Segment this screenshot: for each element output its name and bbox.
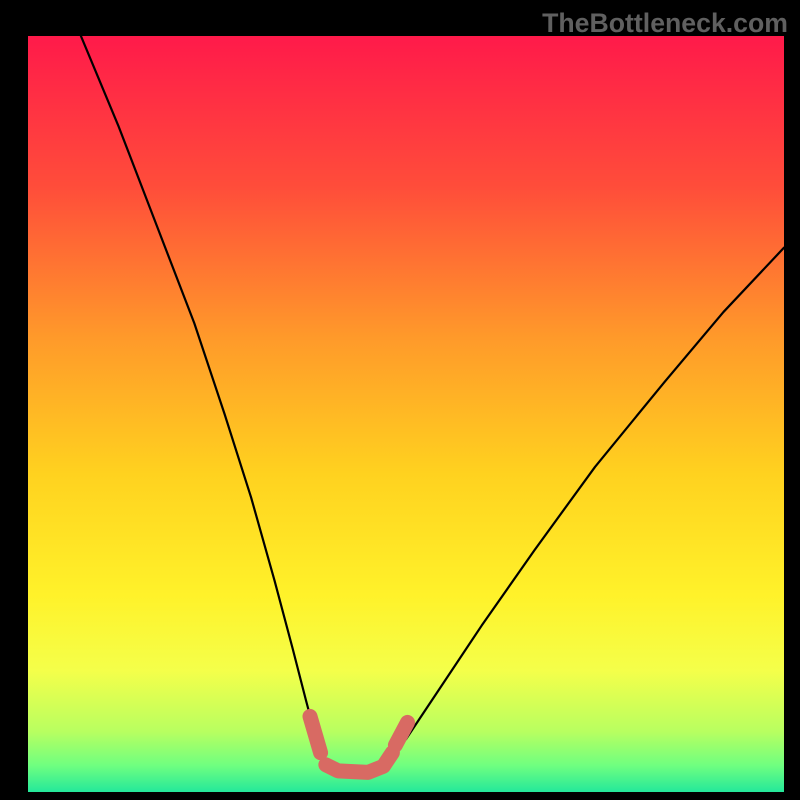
chart-svg <box>28 36 784 792</box>
minimum-band-segment-2 <box>395 722 407 745</box>
gradient-background <box>28 36 784 792</box>
watermark-text: TheBottleneck.com <box>542 8 788 39</box>
chart-container: TheBottleneck.com <box>0 0 800 800</box>
minimum-band-segment-0 <box>310 716 321 752</box>
plot-area <box>28 36 784 792</box>
